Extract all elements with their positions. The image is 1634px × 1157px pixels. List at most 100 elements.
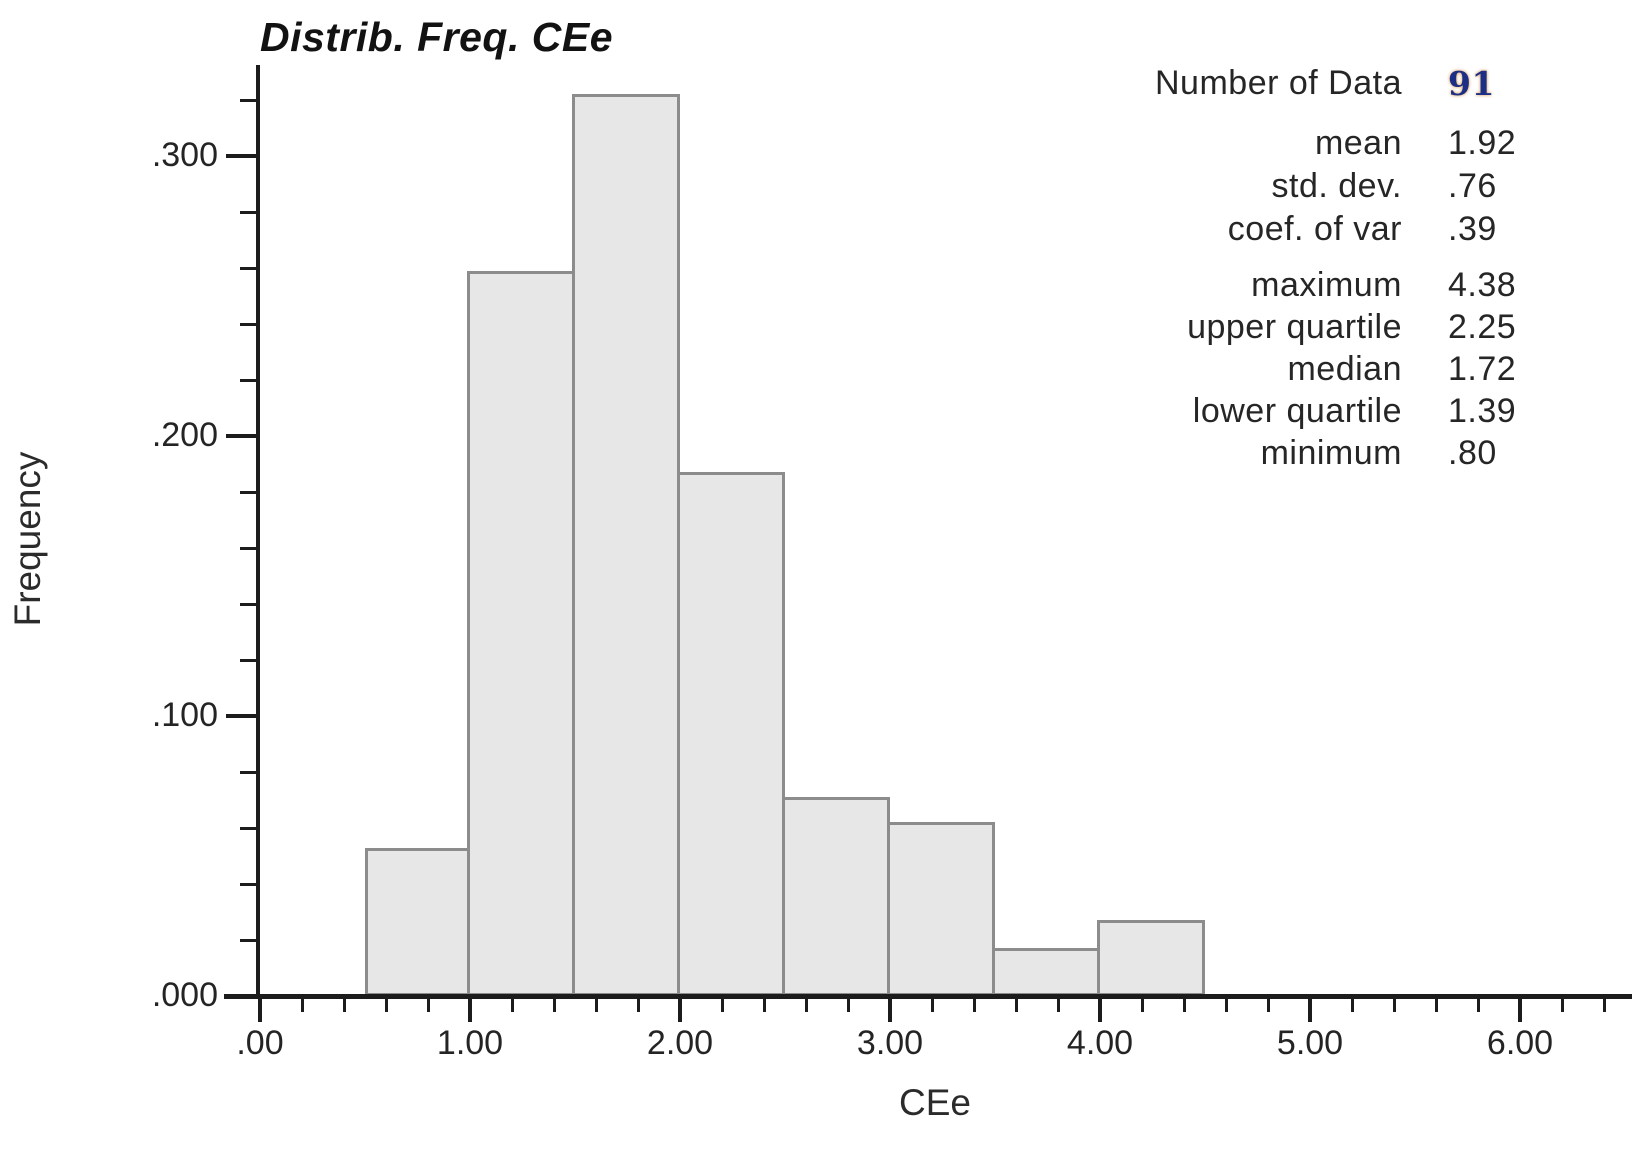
x-minor-tick: [972, 999, 976, 1012]
histogram-bar: [1097, 920, 1205, 996]
x-tick-label: .00: [236, 1024, 284, 1062]
x-minor-tick: [930, 999, 934, 1012]
x-major-tick: [1308, 999, 1312, 1022]
histogram-bar: [782, 797, 890, 996]
y-minor-tick: [240, 98, 258, 102]
x-minor-tick: [846, 999, 850, 1012]
x-minor-tick: [762, 999, 766, 1012]
x-minor-tick: [1266, 999, 1270, 1012]
x-major-tick: [1098, 999, 1102, 1022]
x-minor-tick: [636, 999, 640, 1012]
stats-order-block: maximum 4.38 upper quartile 2.25 median …: [1000, 264, 1520, 474]
y-tick-label: .300: [151, 136, 218, 174]
stat-row-coef-of-var: coef. of var .39: [1000, 208, 1520, 251]
y-minor-tick: [240, 826, 258, 830]
x-axis-title: CEe: [899, 1082, 971, 1123]
stats-panel: Number of Data 91 mean 1.92 std. dev. .7…: [1000, 62, 1520, 474]
x-minor-tick: [1182, 999, 1186, 1012]
stat-row-mean: mean 1.92: [1000, 122, 1520, 165]
y-tick-label: .200: [151, 416, 218, 454]
histogram-bar: [992, 948, 1100, 996]
y-minor-tick: [240, 322, 258, 326]
x-minor-tick: [1224, 999, 1228, 1012]
histogram-bar: [365, 848, 470, 996]
histogram-bar: [572, 94, 680, 996]
x-major-tick: [888, 999, 892, 1022]
x-major-tick: [258, 999, 262, 1022]
stat-row-upper-quartile: upper quartile 2.25: [1000, 306, 1520, 348]
y-minor-tick: [240, 490, 258, 494]
y-minor-tick: [240, 266, 258, 270]
y-minor-tick: [240, 210, 258, 214]
stat-label-minimum: minimum: [1260, 433, 1402, 472]
y-axis-title: Frequency: [7, 451, 48, 627]
x-tick-label: 3.00: [856, 1024, 924, 1062]
histogram-bar: [467, 271, 575, 996]
x-minor-tick: [804, 999, 808, 1012]
x-minor-tick: [1560, 999, 1564, 1012]
x-minor-tick: [1350, 999, 1354, 1012]
x-minor-tick: [1014, 999, 1018, 1012]
x-major-tick: [678, 999, 682, 1022]
stats-moments-block: mean 1.92 std. dev. .76 coef. of var .39: [1000, 122, 1520, 251]
x-minor-tick: [1602, 999, 1606, 1012]
stat-value-lower-quartile: 1.39: [1448, 391, 1517, 430]
x-minor-tick: [594, 999, 598, 1012]
stat-label-coef-of-var: coef. of var: [1227, 210, 1402, 248]
stat-row-median: median 1.72: [1000, 348, 1520, 390]
stat-label-mean: mean: [1314, 124, 1402, 162]
x-minor-tick: [1392, 999, 1396, 1012]
stat-label-median: median: [1287, 349, 1402, 388]
x-tick-label: 2.00: [646, 1024, 714, 1062]
x-minor-tick: [342, 999, 346, 1012]
stat-value-maximum: 4.38: [1448, 265, 1517, 304]
stat-row-std-dev: std. dev. .76: [1000, 165, 1520, 208]
y-major-tick: [226, 154, 258, 158]
stat-label-std-dev: std. dev.: [1271, 167, 1402, 205]
stat-label-lower-quartile: lower quartile: [1192, 391, 1402, 430]
stat-row-number-of-data: Number of Data 91: [1000, 62, 1520, 105]
stat-value-minimum: .80: [1448, 433, 1497, 472]
histogram-bar: [887, 822, 995, 996]
x-tick-label: 5.00: [1276, 1024, 1344, 1062]
stat-value-mean: 1.92: [1448, 124, 1517, 162]
x-major-tick: [468, 999, 472, 1022]
stat-row-lower-quartile: lower quartile 1.39: [1000, 390, 1520, 432]
y-major-tick: [226, 434, 258, 438]
stat-value-std-dev: .76: [1448, 167, 1497, 205]
x-minor-tick: [510, 999, 514, 1012]
histogram-bar: [677, 472, 785, 996]
y-minor-tick: [240, 938, 258, 942]
stat-value-number-of-data: 91: [1448, 64, 1495, 103]
chart-title: Distrib. Freq. CEe: [260, 14, 614, 60]
x-minor-tick: [1056, 999, 1060, 1012]
y-minor-tick: [240, 658, 258, 662]
stat-row-maximum: maximum 4.38: [1000, 264, 1520, 306]
x-minor-tick: [426, 999, 430, 1012]
stat-label-number-of-data: Number of Data: [1155, 64, 1402, 102]
x-minor-tick: [300, 999, 304, 1012]
x-minor-tick: [1140, 999, 1144, 1012]
y-minor-tick: [240, 602, 258, 606]
y-tick-label: .100: [151, 696, 218, 734]
x-axis-line: [224, 994, 1632, 999]
x-minor-tick: [720, 999, 724, 1012]
stat-row-minimum: minimum .80: [1000, 432, 1520, 474]
stat-label-upper-quartile: upper quartile: [1187, 307, 1402, 346]
x-minor-tick: [384, 999, 388, 1012]
y-minor-tick: [240, 882, 258, 886]
y-minor-tick: [240, 378, 258, 382]
x-tick-label: 6.00: [1486, 1024, 1554, 1062]
x-tick-label: 1.00: [436, 1024, 504, 1062]
x-minor-tick: [1476, 999, 1480, 1012]
y-axis-line: [256, 65, 260, 999]
y-minor-tick: [240, 546, 258, 550]
y-minor-tick: [240, 770, 258, 774]
stat-value-median: 1.72: [1448, 349, 1517, 388]
x-major-tick: [1518, 999, 1522, 1022]
stat-label-maximum: maximum: [1251, 265, 1402, 304]
y-tick-label: .000: [151, 976, 218, 1014]
stat-value-upper-quartile: 2.25: [1448, 307, 1517, 346]
x-minor-tick: [552, 999, 556, 1012]
